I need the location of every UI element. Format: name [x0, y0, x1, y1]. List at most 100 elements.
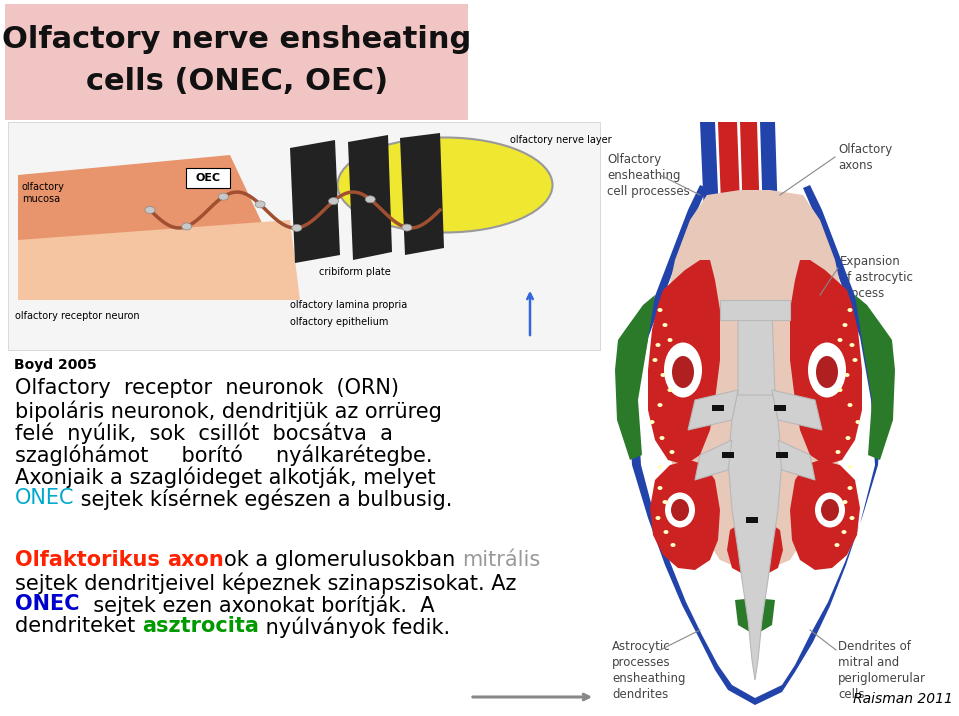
Ellipse shape — [669, 450, 674, 454]
Text: ONEC: ONEC — [15, 488, 75, 508]
Ellipse shape — [850, 343, 854, 347]
Ellipse shape — [672, 356, 694, 388]
FancyBboxPatch shape — [8, 122, 600, 350]
Ellipse shape — [661, 373, 666, 377]
Polygon shape — [738, 310, 775, 395]
Ellipse shape — [365, 195, 375, 203]
Text: sejtek kísérnek egészen a bulbusig.: sejtek kísérnek egészen a bulbusig. — [75, 488, 453, 510]
Text: Astrocytic
processes
ensheathing
dendrites: Astrocytic processes ensheathing dendrit… — [612, 640, 686, 701]
Ellipse shape — [848, 308, 853, 312]
Ellipse shape — [255, 201, 265, 208]
Text: bipoláris neuronok, dendritjük az orrüreg: bipoláris neuronok, dendritjük az orrüre… — [15, 400, 442, 422]
Ellipse shape — [808, 342, 846, 397]
Text: axon: axon — [167, 550, 223, 570]
FancyBboxPatch shape — [186, 168, 230, 188]
Ellipse shape — [656, 516, 661, 520]
Text: olfactory epithelium: olfactory epithelium — [290, 317, 388, 327]
Text: dendriteket: dendriteket — [15, 616, 142, 636]
Polygon shape — [18, 155, 270, 260]
Ellipse shape — [848, 403, 853, 407]
Polygon shape — [678, 192, 832, 402]
Ellipse shape — [658, 465, 663, 469]
Text: szaglóhámot     borító     nyálkarétegbe.: szaglóhámot borító nyálkarétegbe. — [15, 444, 433, 465]
Text: Boyd 2005: Boyd 2005 — [14, 358, 97, 372]
Text: mitrális: mitrális — [461, 550, 540, 570]
Text: olfactory lamina propria: olfactory lamina propria — [290, 300, 408, 310]
Polygon shape — [348, 135, 392, 260]
Ellipse shape — [837, 388, 843, 392]
Text: olfactory
mucosa: olfactory mucosa — [22, 182, 65, 204]
FancyBboxPatch shape — [746, 517, 758, 523]
Ellipse shape — [815, 493, 845, 528]
Ellipse shape — [853, 358, 857, 362]
Ellipse shape — [658, 486, 663, 490]
Ellipse shape — [835, 450, 840, 454]
Polygon shape — [755, 185, 882, 705]
Polygon shape — [735, 598, 775, 635]
Polygon shape — [728, 380, 782, 680]
Text: Olfactory
ensheathing
cell processes: Olfactory ensheathing cell processes — [607, 153, 690, 198]
Ellipse shape — [663, 323, 667, 327]
Polygon shape — [290, 140, 340, 263]
FancyBboxPatch shape — [605, 122, 955, 702]
Ellipse shape — [670, 543, 675, 547]
Text: cells (ONEC, OEC): cells (ONEC, OEC) — [86, 67, 388, 97]
Ellipse shape — [671, 499, 689, 521]
Ellipse shape — [329, 198, 339, 205]
Ellipse shape — [658, 403, 663, 407]
FancyBboxPatch shape — [712, 405, 724, 411]
FancyBboxPatch shape — [774, 405, 786, 411]
Ellipse shape — [667, 388, 672, 392]
Polygon shape — [688, 390, 738, 430]
Ellipse shape — [821, 499, 839, 521]
Text: Olfactory nerve ensheating: Olfactory nerve ensheating — [2, 26, 472, 54]
Polygon shape — [720, 300, 790, 320]
Ellipse shape — [843, 323, 848, 327]
Polygon shape — [700, 122, 722, 285]
Ellipse shape — [664, 342, 702, 397]
Ellipse shape — [145, 206, 155, 213]
Text: cribiform plate: cribiform plate — [319, 267, 391, 277]
Ellipse shape — [338, 137, 552, 233]
Polygon shape — [650, 460, 720, 570]
Ellipse shape — [664, 530, 668, 534]
Polygon shape — [695, 440, 732, 480]
Polygon shape — [658, 190, 852, 575]
Text: Dendrites of
mitral and
periglomerular
cells: Dendrites of mitral and periglomerular c… — [838, 640, 926, 701]
Ellipse shape — [855, 420, 860, 424]
Ellipse shape — [816, 356, 838, 388]
Ellipse shape — [660, 436, 665, 440]
Polygon shape — [772, 390, 822, 430]
Ellipse shape — [837, 338, 843, 342]
Ellipse shape — [667, 338, 672, 342]
Ellipse shape — [665, 493, 695, 528]
Ellipse shape — [649, 420, 654, 424]
Polygon shape — [790, 260, 862, 465]
Text: Olfactory
axons: Olfactory axons — [838, 143, 892, 172]
Polygon shape — [855, 295, 895, 460]
Ellipse shape — [402, 224, 412, 231]
Text: felé  nyúlik,  sok  csillót  bocsátva  a: felé nyúlik, sok csillót bocsátva a — [15, 422, 393, 443]
Ellipse shape — [850, 516, 854, 520]
Text: olfactory nerve layer: olfactory nerve layer — [510, 135, 612, 145]
Text: nyúlványok fedik.: nyúlványok fedik. — [259, 616, 450, 637]
Polygon shape — [615, 295, 655, 460]
Polygon shape — [400, 133, 444, 255]
Ellipse shape — [848, 465, 853, 469]
Text: sejtek ezen axonokat borítják.  A: sejtek ezen axonokat borítják. A — [80, 594, 434, 616]
Text: sejtek dendritjeivel képeznek szinapszisokat. Az: sejtek dendritjeivel képeznek szinapszis… — [15, 572, 516, 594]
FancyBboxPatch shape — [776, 452, 788, 458]
Text: ok a glomerulusokban: ok a glomerulusokban — [223, 550, 461, 570]
Ellipse shape — [663, 500, 667, 504]
Polygon shape — [740, 122, 762, 285]
FancyBboxPatch shape — [722, 452, 734, 458]
Text: Olfaktorikus: Olfaktorikus — [15, 550, 167, 570]
Ellipse shape — [845, 373, 850, 377]
Ellipse shape — [834, 543, 839, 547]
Text: olfactory receptor neuron: olfactory receptor neuron — [15, 311, 140, 321]
Ellipse shape — [652, 358, 658, 362]
Text: Raisman 2011: Raisman 2011 — [854, 692, 953, 706]
Polygon shape — [648, 260, 720, 465]
Text: Olfactory  receptor  neuronok  (ORN): Olfactory receptor neuronok (ORN) — [15, 378, 399, 398]
Polygon shape — [790, 460, 860, 570]
